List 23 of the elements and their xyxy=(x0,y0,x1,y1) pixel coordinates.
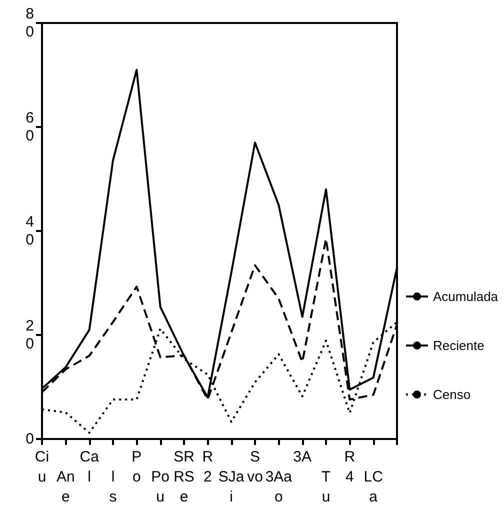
y-tick-label: 8 0 xyxy=(26,6,34,40)
x-tick-label: LC a xyxy=(364,468,384,506)
x-tick-label: Ca l xyxy=(80,448,100,486)
x-tick-label: SJa i xyxy=(218,468,245,506)
legend-label: Acumulada xyxy=(433,289,499,304)
y-tick-label: 4 0 xyxy=(26,214,34,248)
legend-label: Reciente xyxy=(433,338,484,353)
legend-label: Censo xyxy=(433,387,471,402)
x-tick-label: Ci u xyxy=(34,448,50,486)
x-tick-label: SR RS e xyxy=(174,448,195,506)
x-tick-label: l s xyxy=(109,468,117,506)
x-tick-label: 3A xyxy=(293,448,312,466)
y-tick-label: 0 xyxy=(26,430,34,448)
x-tick-label: 3Aa o xyxy=(265,468,293,506)
y-tick-label: 6 0 xyxy=(26,110,34,144)
x-tick-label: S vo xyxy=(247,448,263,486)
x-tick-label: P o xyxy=(132,448,142,486)
x-tick-label: An e xyxy=(56,468,75,506)
y-tick-label: 2 0 xyxy=(26,318,34,352)
x-tick-label: R 4 xyxy=(344,448,356,486)
x-tick-label: R 2 xyxy=(202,448,214,486)
x-tick-label: Po u xyxy=(151,468,170,506)
x-tick-label: T u xyxy=(321,468,331,506)
